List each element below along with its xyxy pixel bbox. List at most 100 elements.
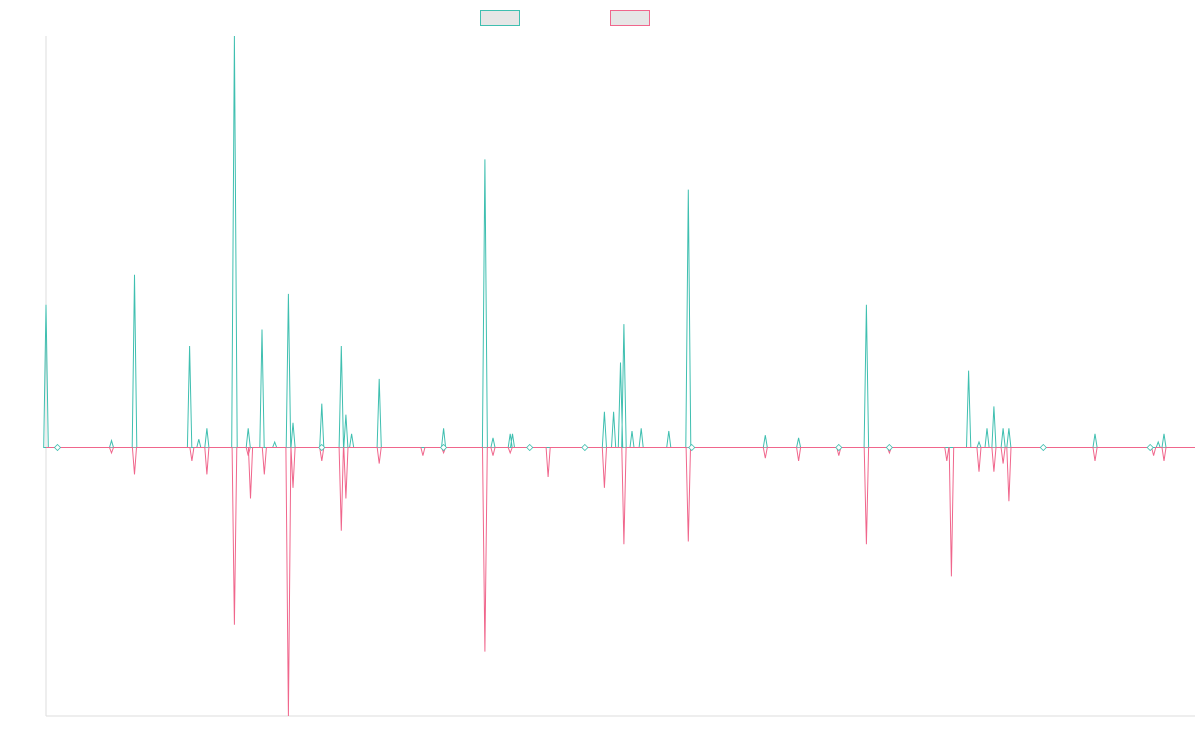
series-2-point[interactable] [1153,455,1155,457]
series-1-point[interactable] [287,293,289,295]
baseline-marker [53,443,62,452]
series-2-point[interactable] [378,463,380,465]
series-1-point[interactable] [509,433,511,435]
series-1-point[interactable] [1157,441,1159,443]
series-1-point[interactable] [1094,433,1096,435]
series-2-point[interactable] [547,476,549,478]
series-2-point[interactable] [247,455,249,457]
series-1-point[interactable] [345,414,347,416]
series-2-point[interactable] [292,487,294,489]
series-1-point[interactable] [993,405,995,407]
series-1-point[interactable] [492,437,494,439]
series-1-point[interactable] [764,434,766,436]
series-1-point[interactable] [1008,427,1010,429]
series-1-point[interactable] [620,362,622,364]
series-1-point[interactable] [274,441,276,443]
series-1-point[interactable] [134,274,136,276]
series-2-point[interactable] [422,455,424,457]
series-1-point[interactable] [443,427,445,429]
series-1-point[interactable] [631,430,633,432]
legend [480,9,740,27]
series-1-point[interactable] [484,158,486,160]
series-1-point[interactable] [1002,427,1004,429]
baseline-marker [581,443,589,452]
series-1-point[interactable] [233,35,235,37]
series-2-point[interactable] [250,498,252,500]
series-2-point[interactable] [206,473,208,475]
series-2-point[interactable] [764,457,766,459]
series-1-point[interactable] [198,438,200,440]
baseline-marker [1146,443,1154,452]
series-2-point[interactable] [287,715,289,717]
series-2-point[interactable] [838,455,840,457]
baseline-marker [318,443,326,452]
series-2-point[interactable] [865,543,867,545]
series-1-point[interactable] [640,427,642,429]
series-1-point[interactable] [865,304,867,306]
series-1-point[interactable] [340,345,342,347]
series-2-point[interactable] [345,498,347,500]
series-2-point[interactable] [623,543,625,545]
series-2-point[interactable] [993,471,995,473]
series-line-1 [43,35,1195,448]
baseline-marker [885,443,893,452]
series-1-point[interactable] [613,411,615,413]
series-2-point[interactable] [509,452,511,454]
series-1-point[interactable] [378,378,380,380]
series-2-point[interactable] [888,452,890,454]
series-1-point[interactable] [247,427,249,429]
series-1-point[interactable] [111,440,113,442]
series-1-point[interactable] [968,370,970,372]
series-2-point[interactable] [798,460,800,462]
series-2-point[interactable] [340,530,342,532]
series-line-2 [46,447,1195,717]
series-2-point[interactable] [1163,460,1165,462]
series-1-point[interactable] [512,433,514,435]
series-1-point[interactable] [45,304,47,306]
series-2-point[interactable] [263,473,265,475]
series-1-point[interactable] [1163,433,1165,435]
series-1-point[interactable] [986,427,988,429]
series-2-point[interactable] [484,651,486,653]
legend-item-series-1[interactable] [480,10,526,26]
series-2-point[interactable] [1008,500,1010,502]
series-2-point[interactable] [443,452,445,454]
series-1-point[interactable] [668,430,670,432]
series-2-point[interactable] [233,624,235,626]
series-2-point[interactable] [603,487,605,489]
legend-swatch-series-1 [480,10,520,26]
legend-swatch-series-2 [610,10,650,26]
baseline-marker [526,443,534,452]
series-2-point[interactable] [191,460,193,462]
series-layer [43,35,1195,717]
series-1-point[interactable] [422,447,424,449]
series-2-point[interactable] [1094,460,1096,462]
baseline-marker [688,443,696,452]
series-1-point[interactable] [603,411,605,413]
series-2-point[interactable] [134,473,136,475]
baseline-marker [835,443,843,452]
baseline-marker [1039,443,1047,452]
series-1-point[interactable] [189,345,191,347]
series-1-point[interactable] [292,422,294,424]
series-1-point[interactable] [623,323,625,325]
series-2-point[interactable] [978,471,980,473]
series-1-point[interactable] [978,441,980,443]
series-2-point[interactable] [321,460,323,462]
legend-item-series-2[interactable] [610,10,656,26]
series-1-point[interactable] [351,433,353,435]
series-1-point[interactable] [687,189,689,191]
series-1-point[interactable] [950,447,952,449]
series-2-point[interactable] [950,575,952,577]
series-1-point[interactable] [206,427,208,429]
series-1-point[interactable] [321,403,323,405]
series-2-point[interactable] [946,460,948,462]
series-2-point[interactable] [1002,463,1004,465]
series-2-point[interactable] [687,541,689,543]
series-1-point[interactable] [261,329,263,331]
series-2-point[interactable] [111,452,113,454]
series-2-point[interactable] [492,455,494,457]
series-1-point[interactable] [798,437,800,439]
